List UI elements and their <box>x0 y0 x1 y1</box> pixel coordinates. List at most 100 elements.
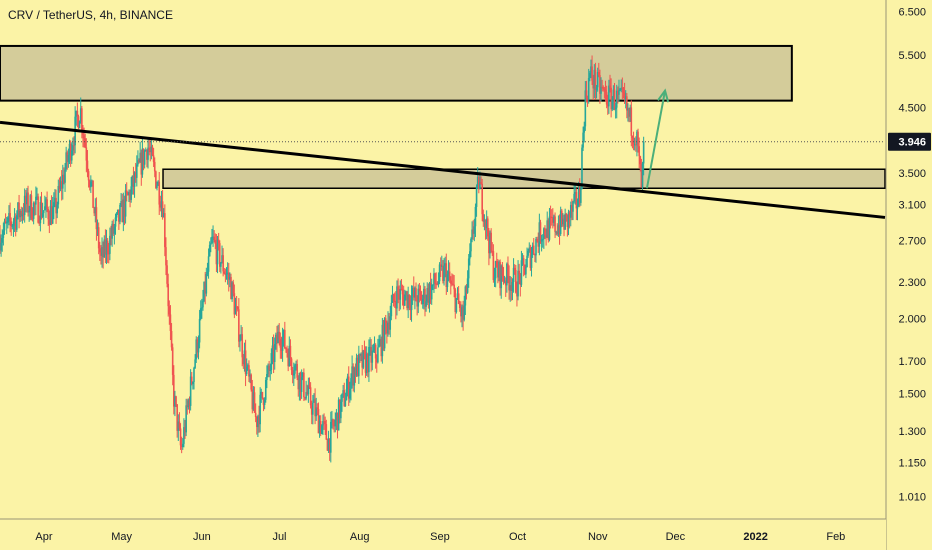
candle-body <box>17 202 19 216</box>
candle-body <box>280 347 283 351</box>
current-price-label: 3.946 <box>898 137 926 149</box>
candle-body <box>281 337 284 351</box>
candle-body <box>185 405 187 433</box>
resistance-zone[interactable] <box>0 44 793 102</box>
candle-body <box>462 306 464 320</box>
x-tick-label: Nov <box>588 531 608 543</box>
candle-body <box>587 77 590 100</box>
candle-body <box>495 261 498 268</box>
candle-body <box>116 209 119 214</box>
candle-body <box>141 148 144 175</box>
candle-body <box>72 145 74 151</box>
candle-body <box>77 116 80 129</box>
candle-body <box>140 152 143 175</box>
candle-body <box>632 137 635 145</box>
candle-body <box>573 193 575 202</box>
candle-body <box>308 385 311 388</box>
candle-body <box>436 283 439 285</box>
candle-body <box>112 223 115 234</box>
candle-body <box>142 148 145 165</box>
candle-body <box>20 210 23 217</box>
x-tick-label: Jul <box>272 531 286 543</box>
y-tick-label: 1.300 <box>898 426 926 438</box>
candle-body <box>345 389 348 401</box>
candle-body <box>58 186 61 189</box>
candle-body <box>458 303 461 308</box>
candle-body <box>307 385 310 395</box>
candle-body <box>181 443 184 448</box>
candle-body <box>609 85 611 88</box>
candle-body <box>269 369 272 371</box>
candle-body <box>239 340 241 342</box>
candle-body <box>501 265 504 277</box>
candle-body <box>482 214 485 222</box>
candle-body <box>608 85 610 107</box>
candle-body <box>555 231 557 233</box>
candle-body <box>225 273 228 275</box>
candle-body <box>267 365 269 374</box>
candle-body <box>247 365 249 367</box>
candle-body <box>66 152 69 162</box>
candle-body <box>398 293 400 300</box>
candle-body <box>627 108 629 111</box>
candle-body <box>478 177 480 190</box>
candle-body <box>375 358 378 363</box>
candle-body <box>234 306 237 315</box>
candle-body <box>56 204 58 214</box>
candle-body <box>286 349 288 354</box>
candle-body <box>19 210 21 218</box>
candle-body <box>368 347 370 373</box>
candle-body <box>528 247 531 251</box>
candle-body <box>88 180 91 188</box>
candle-body <box>150 146 153 153</box>
projection-arrow-line[interactable] <box>645 90 667 189</box>
candle-body <box>83 135 85 139</box>
candle-body <box>424 288 426 307</box>
candle-body <box>626 96 628 111</box>
candle-body <box>103 239 106 258</box>
candle-body <box>530 254 533 268</box>
candle-body <box>147 147 149 160</box>
candle-body <box>39 202 42 224</box>
candle-body <box>451 283 453 285</box>
candle-body <box>423 288 425 299</box>
candle-body <box>488 236 490 254</box>
candle-body <box>596 72 599 88</box>
candle-body <box>199 308 202 319</box>
candle-body <box>522 258 525 265</box>
candle-body <box>485 218 488 229</box>
candle-body <box>104 239 107 255</box>
candle-body <box>277 331 279 344</box>
candle-body <box>166 265 168 284</box>
candle-body <box>198 318 201 343</box>
candle-body <box>415 288 417 301</box>
candle-body <box>158 181 161 205</box>
y-tick-label: 2.300 <box>898 277 926 289</box>
candle-body <box>292 373 295 376</box>
candle-body <box>637 131 639 147</box>
trendline[interactable] <box>0 120 886 219</box>
candle-body <box>316 407 319 409</box>
candle-body <box>303 372 305 398</box>
candle-body <box>317 408 320 434</box>
candle-body <box>169 314 172 331</box>
candle-body <box>82 130 84 136</box>
candle-body <box>253 392 256 413</box>
candle-body <box>586 98 589 100</box>
candle-body <box>322 421 324 426</box>
candle-body <box>271 345 274 354</box>
candle-body <box>363 350 366 353</box>
x-tick-label: Sep <box>430 531 450 543</box>
candle-body <box>176 404 178 431</box>
candle-body <box>593 69 596 89</box>
candle-body <box>201 307 203 309</box>
candle-body <box>295 363 297 366</box>
candle-body <box>642 141 645 164</box>
candle-body <box>622 88 625 93</box>
candle-body <box>560 210 563 225</box>
candle-body <box>9 213 11 222</box>
candle-body <box>483 219 486 222</box>
candle-body <box>55 197 57 214</box>
